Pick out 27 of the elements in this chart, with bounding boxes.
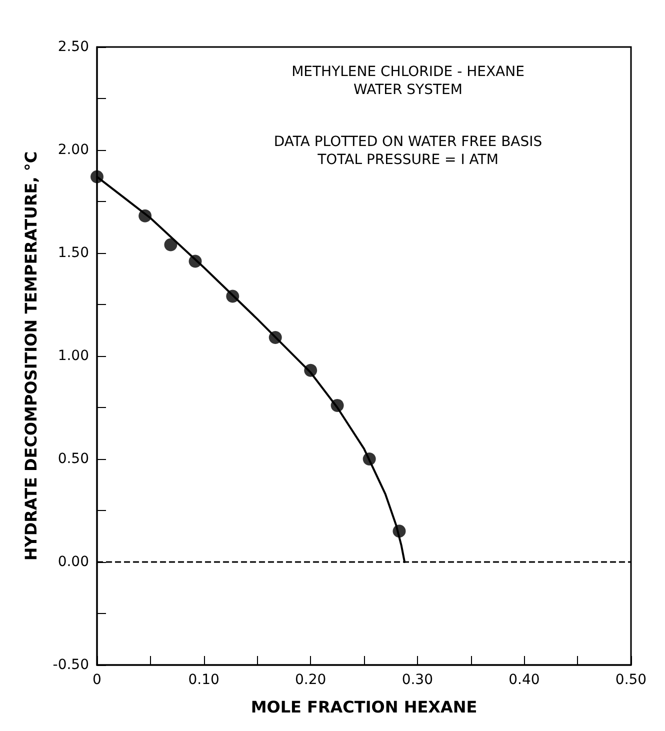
y-tick-label: 1.50	[58, 245, 89, 261]
point	[268, 330, 282, 344]
y-axis-title: HYDRATE DECOMPOSITION TEMPERATURE, °C	[22, 151, 40, 561]
point	[362, 452, 376, 466]
annotation: DATA PLOTTED ON WATER FREE BASIS TOTAL PRESSURE = I ATM	[274, 134, 542, 168]
annotation: METHYLENE CHLORIDE - HEXANE WATER SYSTEM	[292, 64, 524, 98]
point	[138, 209, 152, 222]
point	[90, 170, 104, 184]
point	[392, 524, 406, 538]
point	[188, 254, 202, 268]
x-axis-title: MOLE FRACTION HEXANE	[250, 698, 478, 716]
y-tick-label: 2.50	[58, 39, 89, 55]
y-tick-label: 1.00	[58, 348, 89, 364]
y-tick-label: 0.00	[58, 554, 89, 570]
x-tick-label: 0.40	[508, 672, 540, 688]
x-tick-label: 0.30	[402, 672, 433, 688]
y-tick-label: 0.50	[58, 451, 89, 467]
x-tick-label: 0.50	[615, 672, 647, 688]
y-tick-label: 2.00	[58, 142, 89, 158]
x-tick-label: 0	[92, 672, 102, 688]
point	[164, 238, 178, 252]
x-tick-label: 0.20	[295, 672, 326, 688]
point	[226, 290, 240, 303]
x-tick-label: 0.10	[188, 672, 220, 688]
point	[330, 398, 344, 412]
point	[304, 364, 318, 377]
y-tick-label: -0.50	[52, 657, 89, 673]
